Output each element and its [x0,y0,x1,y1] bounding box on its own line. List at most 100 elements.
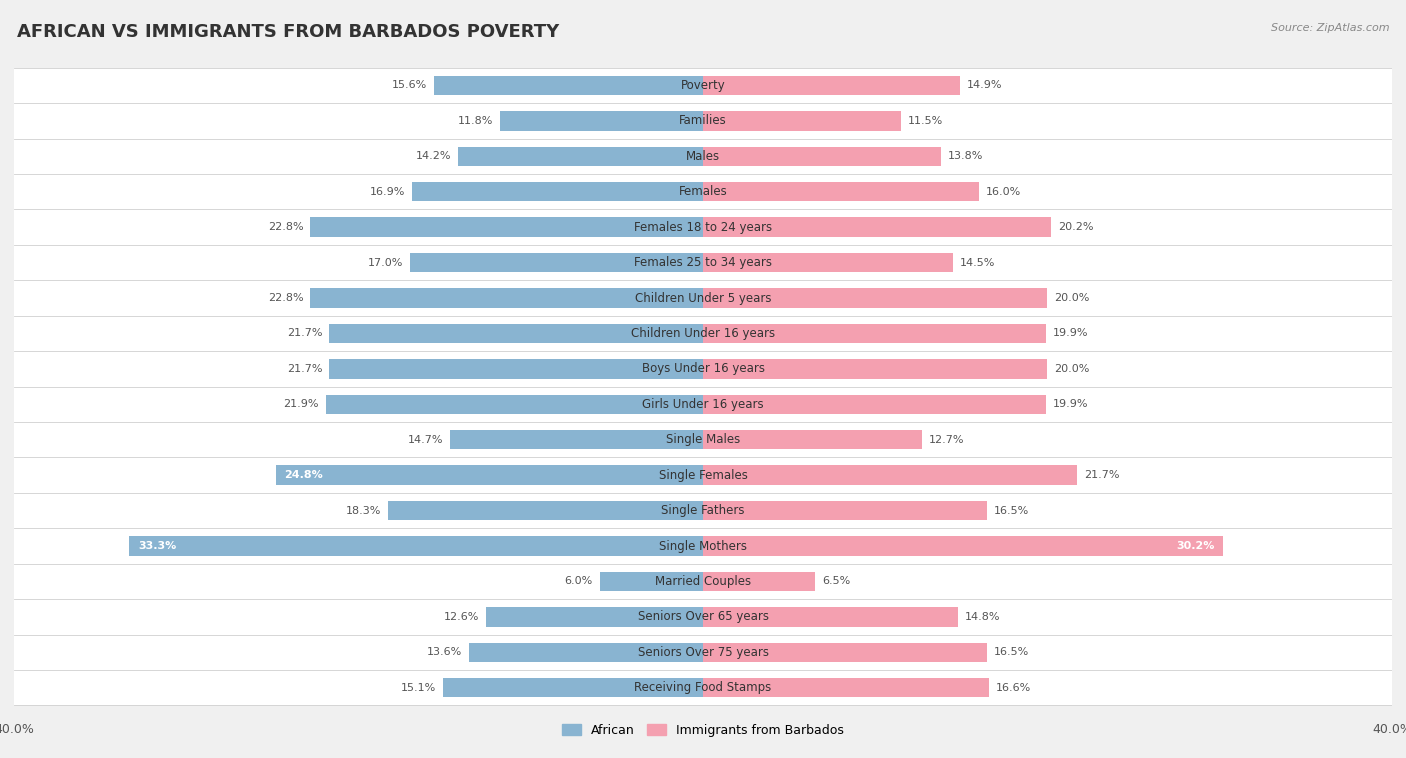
Text: 21.7%: 21.7% [1084,470,1119,480]
Text: 11.5%: 11.5% [908,116,943,126]
Bar [326,395,703,414]
Bar [14,422,1392,457]
Text: 15.1%: 15.1% [401,683,436,693]
Text: 16.9%: 16.9% [370,186,405,197]
Text: 20.0%: 20.0% [1054,364,1090,374]
Text: Females: Females [679,185,727,199]
Bar [412,182,703,202]
Bar [703,678,988,697]
Bar [14,634,1392,670]
Text: 14.9%: 14.9% [966,80,1002,90]
Bar [14,139,1392,174]
Text: 20.2%: 20.2% [1057,222,1094,232]
Text: 14.2%: 14.2% [416,152,451,161]
Bar [703,643,987,662]
Bar [434,76,703,96]
Bar [14,387,1392,422]
Text: 22.8%: 22.8% [267,293,304,303]
Text: Seniors Over 65 years: Seniors Over 65 years [637,610,769,623]
Bar [276,465,703,485]
Bar [703,395,1046,414]
Bar [703,76,960,96]
Bar [703,288,1047,308]
Text: 14.8%: 14.8% [965,612,1000,622]
Bar [499,111,703,130]
Text: 13.6%: 13.6% [426,647,461,657]
Text: 13.8%: 13.8% [948,152,983,161]
Bar [311,288,703,308]
Text: 16.5%: 16.5% [994,647,1029,657]
Text: Single Fathers: Single Fathers [661,504,745,517]
Text: Children Under 5 years: Children Under 5 years [634,292,772,305]
Text: 21.9%: 21.9% [284,399,319,409]
Text: Source: ZipAtlas.com: Source: ZipAtlas.com [1271,23,1389,33]
Bar [329,359,703,378]
Bar [443,678,703,697]
Text: Children Under 16 years: Children Under 16 years [631,327,775,340]
Bar [14,564,1392,599]
Text: 19.9%: 19.9% [1053,399,1088,409]
Bar [703,536,1223,556]
Text: Females 25 to 34 years: Females 25 to 34 years [634,256,772,269]
Bar [14,245,1392,280]
Bar [599,572,703,591]
Text: Single Mothers: Single Mothers [659,540,747,553]
Text: 6.0%: 6.0% [565,576,593,587]
Bar [14,67,1392,103]
Bar [703,324,1046,343]
Bar [311,218,703,237]
Bar [703,111,901,130]
Bar [14,351,1392,387]
Text: 33.3%: 33.3% [138,541,176,551]
Text: Families: Families [679,114,727,127]
Bar [14,670,1392,706]
Bar [703,430,922,449]
Bar [14,209,1392,245]
Text: Poverty: Poverty [681,79,725,92]
Text: 14.7%: 14.7% [408,435,443,445]
Text: Receiving Food Stamps: Receiving Food Stamps [634,681,772,694]
Text: 21.7%: 21.7% [287,364,322,374]
Text: Married Couples: Married Couples [655,575,751,588]
Bar [14,103,1392,139]
Bar [14,457,1392,493]
Bar [329,324,703,343]
Bar [14,280,1392,316]
Text: 15.6%: 15.6% [392,80,427,90]
Bar [703,218,1050,237]
Bar [388,501,703,520]
Bar [703,359,1047,378]
Bar [14,528,1392,564]
Bar [703,253,953,272]
Bar [458,146,703,166]
Bar [14,493,1392,528]
Bar [411,253,703,272]
Bar [14,316,1392,351]
Bar [486,607,703,627]
Bar [703,182,979,202]
Bar [703,572,815,591]
Bar [450,430,703,449]
Text: 21.7%: 21.7% [287,328,322,338]
Text: 19.9%: 19.9% [1053,328,1088,338]
Text: 24.8%: 24.8% [284,470,323,480]
Text: 11.8%: 11.8% [457,116,494,126]
Text: 17.0%: 17.0% [368,258,404,268]
Text: AFRICAN VS IMMIGRANTS FROM BARBADOS POVERTY: AFRICAN VS IMMIGRANTS FROM BARBADOS POVE… [17,23,560,41]
Text: 18.3%: 18.3% [346,506,381,515]
Legend: African, Immigrants from Barbados: African, Immigrants from Barbados [557,719,849,742]
Text: 22.8%: 22.8% [267,222,304,232]
Text: 20.0%: 20.0% [1054,293,1090,303]
Text: 12.6%: 12.6% [444,612,479,622]
Bar [703,501,987,520]
Text: Single Males: Single Males [666,434,740,446]
Text: Males: Males [686,150,720,163]
Text: 16.5%: 16.5% [994,506,1029,515]
Text: 12.7%: 12.7% [928,435,965,445]
Text: Single Females: Single Females [658,468,748,481]
Text: 6.5%: 6.5% [823,576,851,587]
Text: 16.0%: 16.0% [986,186,1021,197]
Bar [129,536,703,556]
Text: 30.2%: 30.2% [1177,541,1215,551]
Text: Seniors Over 75 years: Seniors Over 75 years [637,646,769,659]
